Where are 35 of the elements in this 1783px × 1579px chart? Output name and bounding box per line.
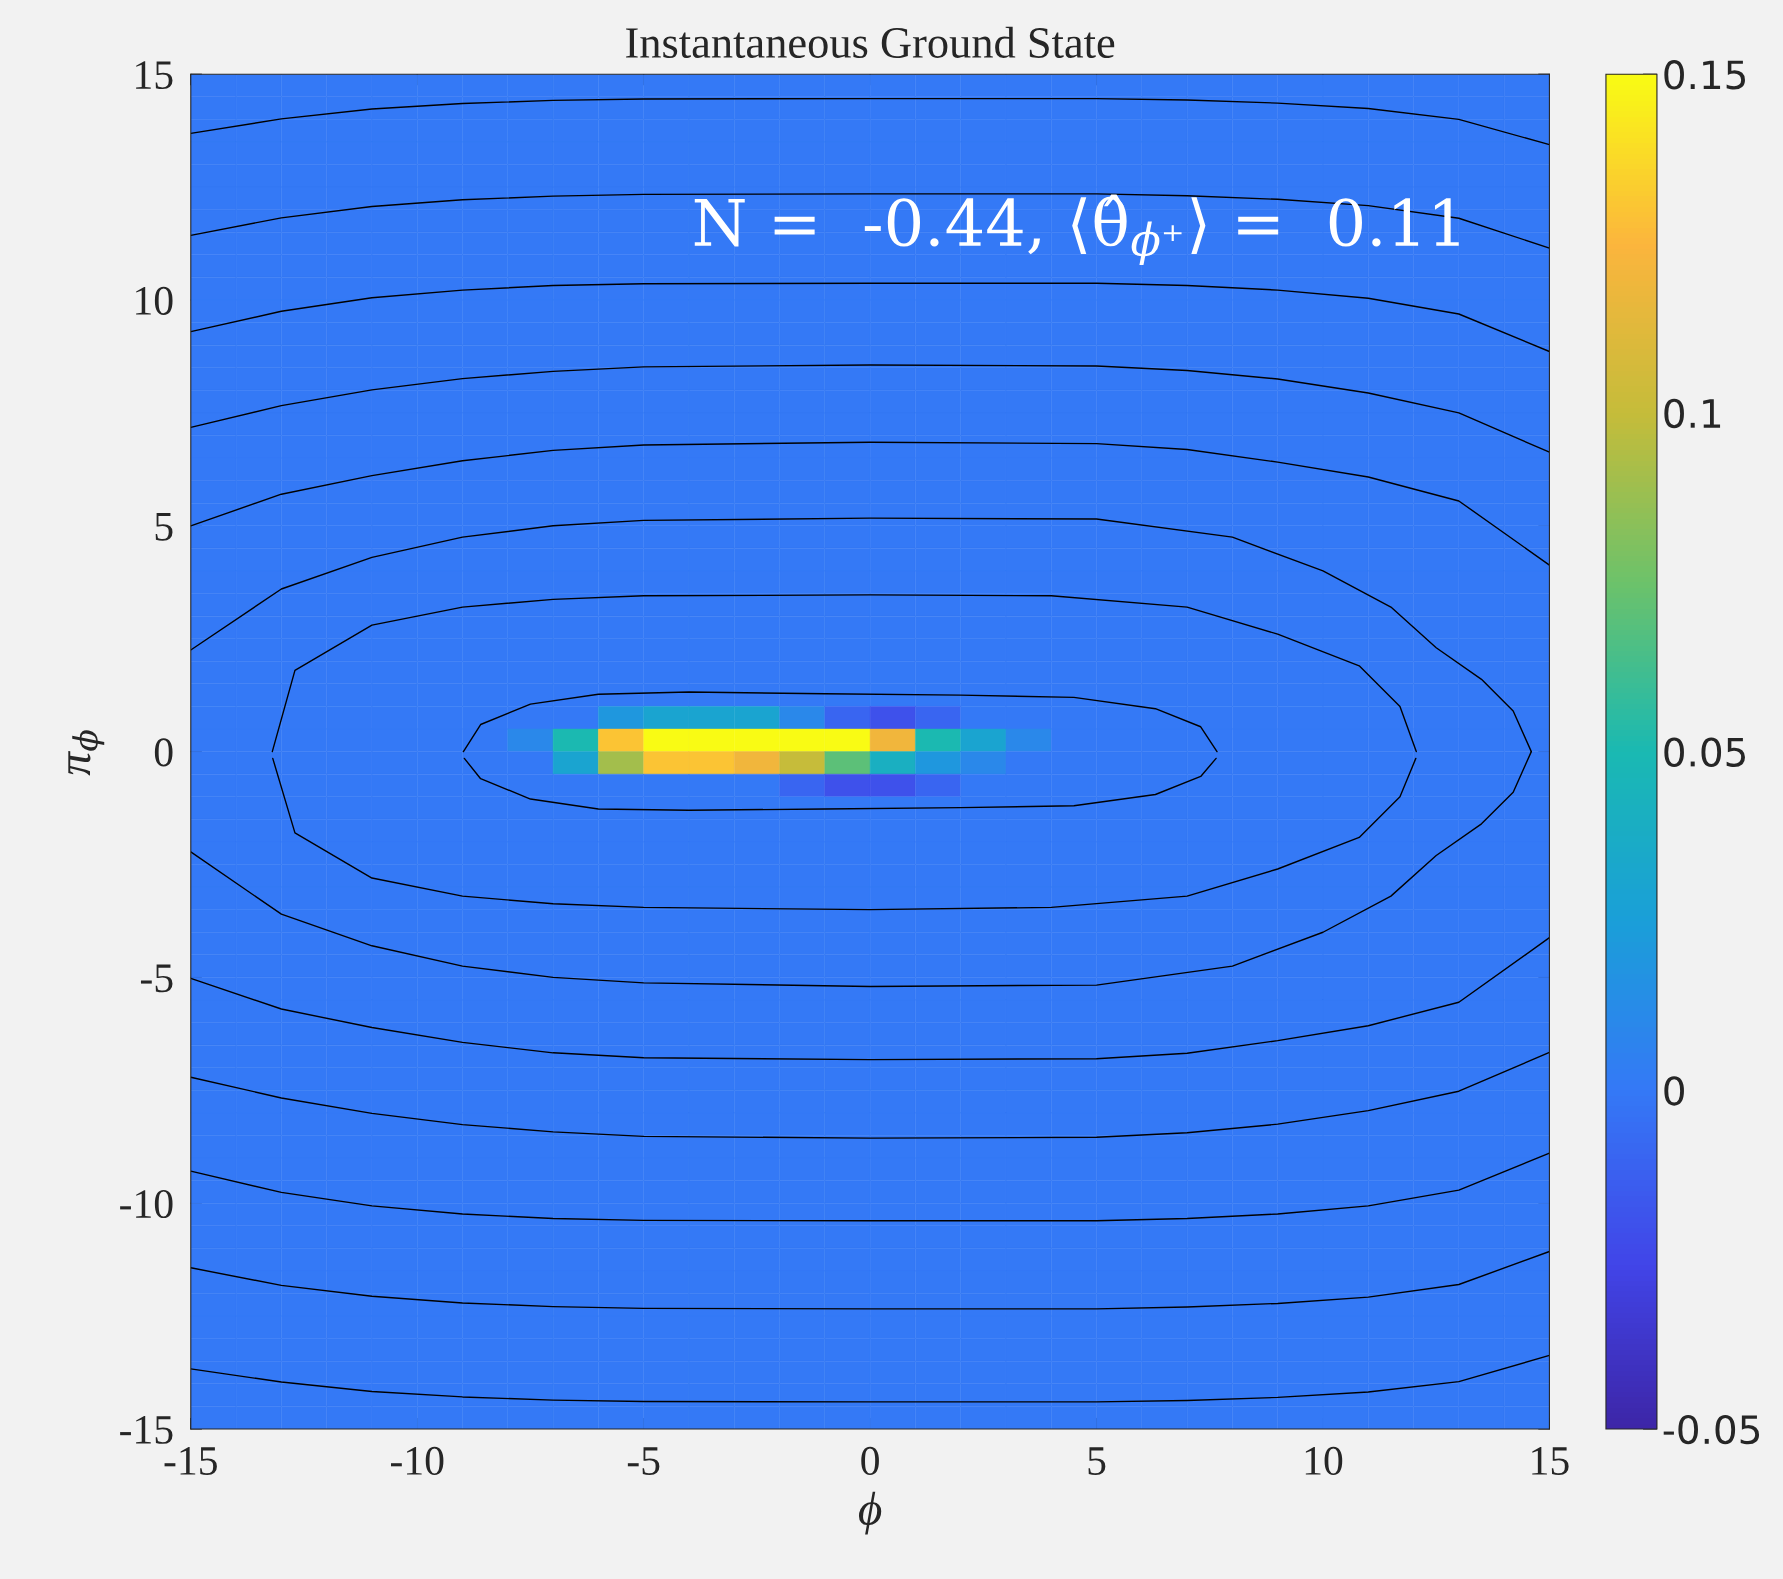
line-series [190, 441, 1550, 566]
chart-title: Instantaneous Ground State [626, 26, 1115, 58]
line-series [190, 364, 1550, 453]
y-tick-label: 5 [155, 512, 173, 541]
line-series [190, 97, 1550, 146]
line-series [272, 757, 1417, 911]
line-series [271, 594, 1417, 753]
y-tick-label: -5 [140, 964, 173, 993]
y-tick-label: 0 [154, 738, 173, 767]
color-bar-label: 0 [1664, 1076, 1684, 1106]
line-series [190, 936, 1550, 1061]
line-series [462, 691, 1218, 753]
color-bar-label: -0.05 [1663, 1414, 1760, 1445]
color-bar-label: 0.15 [1664, 60, 1745, 90]
x-tick-label: -5 [627, 1447, 660, 1475]
line-series [190, 1051, 1550, 1139]
x-tick-label: 15 [1532, 1447, 1569, 1475]
x-axis-title: ϕ [858, 1491, 882, 1535]
color-bar-label: 0.1 [1664, 398, 1721, 429]
x-tick-label: 10 [1305, 1446, 1343, 1475]
line-series [190, 1354, 1550, 1403]
y-tick-label: -15 [120, 1415, 173, 1444]
y-tick-label: 15 [136, 61, 173, 90]
annotation: N = -0.44, ⟨θ̂$_{ϕ⁺}$⟩ = 0.11 [694, 194, 1459, 265]
x-tick-label: -10 [391, 1446, 444, 1475]
line-series [190, 1152, 1550, 1222]
y-tick-label: -10 [120, 1189, 173, 1219]
line-series [190, 1250, 1550, 1310]
x-tick-label: 5 [1088, 1447, 1106, 1475]
y-axis-title: π$_{ϕ}$ [68, 730, 105, 776]
line-series [463, 757, 1217, 812]
color-bar-label: 0.05 [1664, 737, 1745, 767]
y-tick-label: 10 [136, 286, 173, 315]
line-series [190, 282, 1550, 353]
x-tick-label: 0 [861, 1446, 879, 1475]
